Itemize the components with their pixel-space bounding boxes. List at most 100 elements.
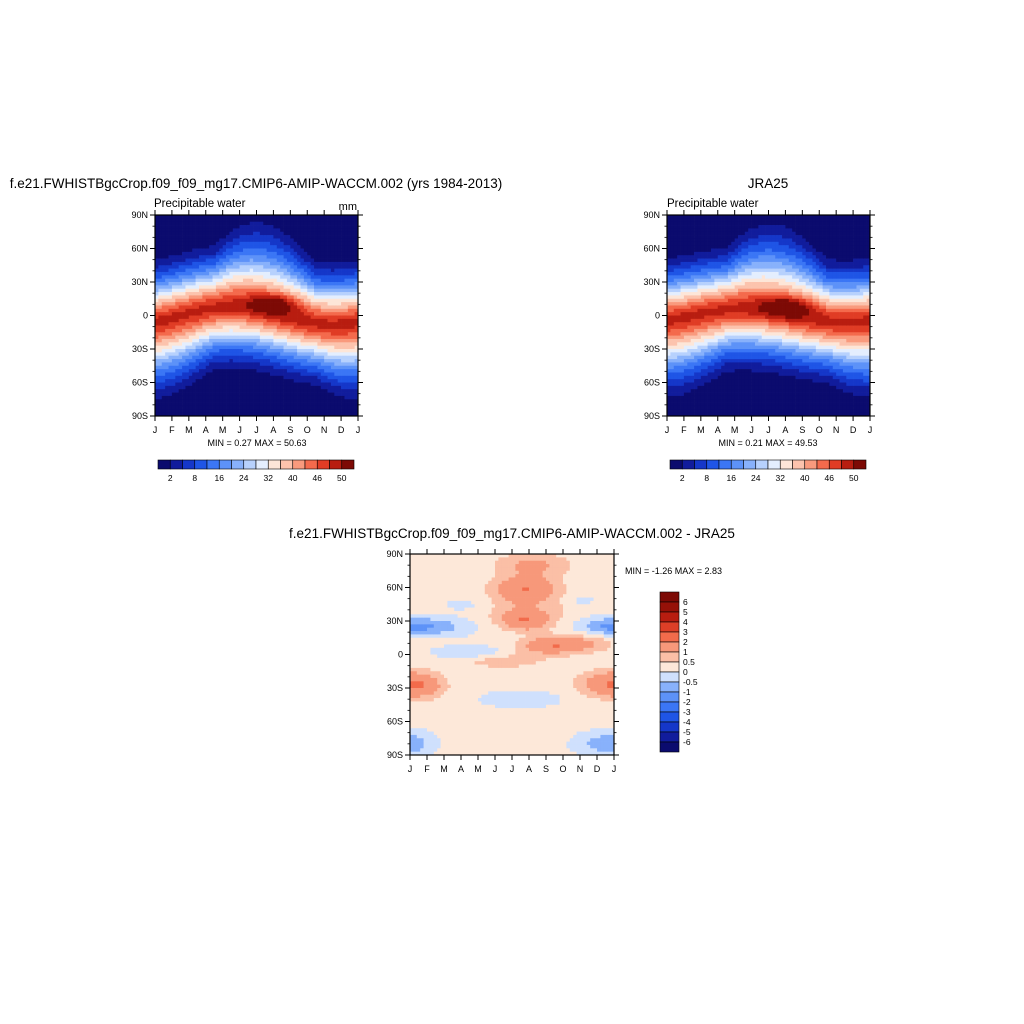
heatmap-cell (165, 282, 169, 286)
heatmap-cell (236, 392, 240, 397)
heatmap-cell (229, 298, 234, 303)
heatmap-cell (330, 288, 335, 293)
heatmap-cell (158, 298, 163, 303)
heatmap-cell (680, 395, 685, 400)
heatmap-cell (327, 375, 332, 380)
heatmap-cell (195, 305, 200, 310)
heatmap-cell (242, 332, 247, 336)
heatmap-cell (690, 332, 695, 336)
heatmap-cell (670, 362, 675, 367)
heatmap-cell (347, 275, 352, 279)
heatmap-cell (687, 255, 692, 259)
heatmap-cell (731, 258, 736, 263)
heatmap-cell (731, 225, 736, 229)
heatmap-cell (337, 251, 342, 256)
heatmap-cell (161, 409, 166, 413)
heatmap-cell (320, 372, 325, 377)
heatmap-cell (290, 225, 295, 229)
heatmap-cell (334, 258, 339, 263)
heatmap-cell (232, 225, 237, 229)
heatmap-cell (171, 328, 176, 333)
heatmap-cell (727, 261, 732, 266)
heatmap-cell (249, 369, 254, 373)
heatmap-cell (351, 261, 355, 266)
heatmap-cell (161, 325, 166, 330)
heatmap-cell (710, 292, 715, 296)
heatmap-cell (165, 215, 169, 219)
heatmap-cell (219, 345, 224, 350)
heatmap-cell (677, 382, 681, 387)
heatmap-cell (347, 278, 352, 283)
heatmap-cell (280, 332, 284, 336)
heatmap-cell (687, 342, 692, 346)
heatmap-cell (168, 248, 173, 253)
heatmap-cell (317, 385, 322, 390)
heatmap-cell (697, 352, 702, 357)
heatmap-cell (283, 355, 288, 360)
heatmap-cell (724, 379, 729, 383)
heatmap-cell (314, 268, 318, 273)
heatmap-cell (273, 221, 278, 226)
heatmap-cell (683, 412, 688, 417)
heatmap-cell (330, 365, 335, 370)
heatmap-cell (226, 405, 230, 410)
heatmap-cell (192, 342, 196, 346)
heatmap-cell (721, 402, 725, 407)
heatmap-cell (317, 215, 322, 219)
heatmap-cell (188, 372, 193, 377)
heatmap-cell (171, 372, 176, 377)
heatmap-cell (694, 215, 698, 219)
heatmap-cell (253, 292, 257, 296)
heatmap-cell (242, 399, 247, 403)
heatmap-cell (707, 389, 712, 393)
heatmap-cell (209, 221, 213, 226)
heatmap-cell (155, 305, 159, 310)
heatmap-cell (307, 355, 311, 360)
heatmap-cell (270, 325, 274, 330)
heatmap-cell (273, 308, 278, 313)
heatmap-cell (158, 255, 163, 259)
heatmap-cell (236, 335, 240, 340)
heatmap-cell (283, 375, 288, 380)
heatmap-cell (330, 389, 335, 393)
heatmap-cell (246, 392, 251, 397)
heatmap-cell (337, 248, 342, 253)
heatmap-cell (310, 379, 315, 383)
heatmap-cell (283, 238, 288, 243)
heatmap-cell (280, 379, 284, 383)
heatmap-cell (178, 251, 183, 256)
heatmap-cell (710, 395, 715, 400)
heatmap-cell (300, 221, 305, 226)
heatmap-cell (700, 215, 705, 219)
heatmap-cell (198, 312, 203, 316)
heatmap-cell (704, 412, 708, 417)
heatmap-cell (314, 372, 318, 377)
heatmap-cell (310, 412, 315, 417)
heatmap-cell (694, 248, 698, 253)
heatmap-cell (727, 268, 732, 273)
heatmap-cell (171, 359, 176, 363)
heatmap-cell (161, 385, 166, 390)
heatmap-cell (219, 375, 224, 380)
heatmap-cell (215, 275, 220, 279)
colorbar-swatch (169, 459, 183, 470)
heatmap-cell (670, 389, 675, 393)
heatmap-cell (293, 355, 298, 360)
heatmap-cell (307, 245, 311, 249)
heatmap-cell (215, 352, 220, 357)
heatmap-cell (276, 235, 281, 239)
heatmap-cell (263, 261, 267, 266)
heatmap-cell (307, 342, 311, 346)
heatmap-cell (242, 352, 247, 357)
heatmap-cell (185, 265, 190, 269)
heatmap-cell (683, 365, 688, 370)
heatmap-cell (677, 225, 681, 229)
heatmap-cell (667, 349, 671, 353)
heatmap-cell (337, 359, 342, 363)
heatmap-cell (667, 328, 671, 333)
heatmap-cell (724, 285, 729, 290)
heatmap-cell (710, 261, 715, 266)
heatmap-cell (249, 412, 254, 417)
heatmap-cell (171, 325, 176, 330)
heatmap-cell (677, 235, 681, 239)
